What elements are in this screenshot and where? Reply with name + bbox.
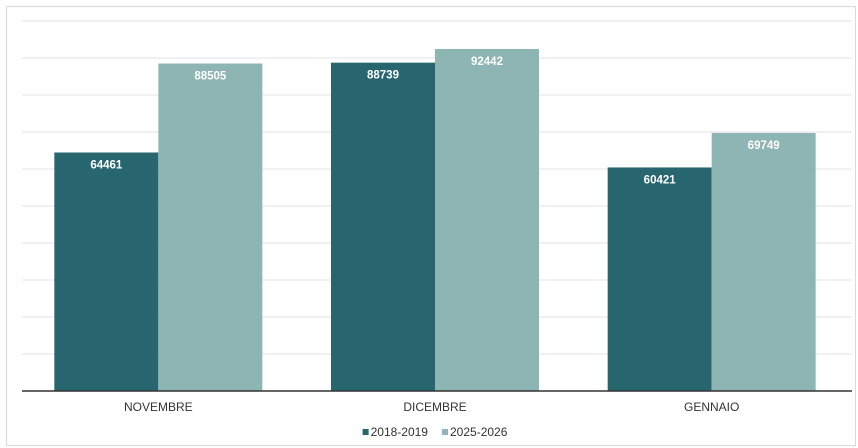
bar bbox=[54, 152, 159, 391]
bar-value-label: 88739 bbox=[367, 70, 399, 82]
legend: 2018-2019 2025-2026 bbox=[362, 425, 508, 439]
legend-swatch bbox=[362, 429, 369, 435]
bar-value-label: 92442 bbox=[471, 56, 503, 68]
legend-swatch bbox=[442, 429, 448, 435]
legend-label: 2025-2026 bbox=[450, 425, 508, 439]
bar bbox=[331, 62, 435, 391]
bar bbox=[711, 132, 816, 391]
bar-value-label: 69749 bbox=[748, 140, 780, 152]
bar-data-labels: 64461 88505 88739 92442 60421 69749 bbox=[90, 56, 779, 186]
x-tick-label: NOVEMBRE bbox=[124, 400, 193, 414]
bar-value-label: 64461 bbox=[90, 159, 123, 171]
bar bbox=[607, 167, 712, 391]
x-tick-label: DICEMBRE bbox=[403, 400, 466, 414]
bar-series bbox=[54, 48, 816, 392]
bar bbox=[158, 63, 263, 392]
bar-value-label: 60421 bbox=[644, 174, 677, 186]
bar-value-label: 88505 bbox=[194, 71, 227, 83]
legend-label: 2018-2019 bbox=[371, 425, 429, 439]
x-tick-label: GENNAIO bbox=[684, 400, 739, 414]
x-tick-labels: NOVEMBRE DICEMBRE GENNAIO bbox=[124, 400, 739, 414]
bar bbox=[435, 48, 539, 391]
